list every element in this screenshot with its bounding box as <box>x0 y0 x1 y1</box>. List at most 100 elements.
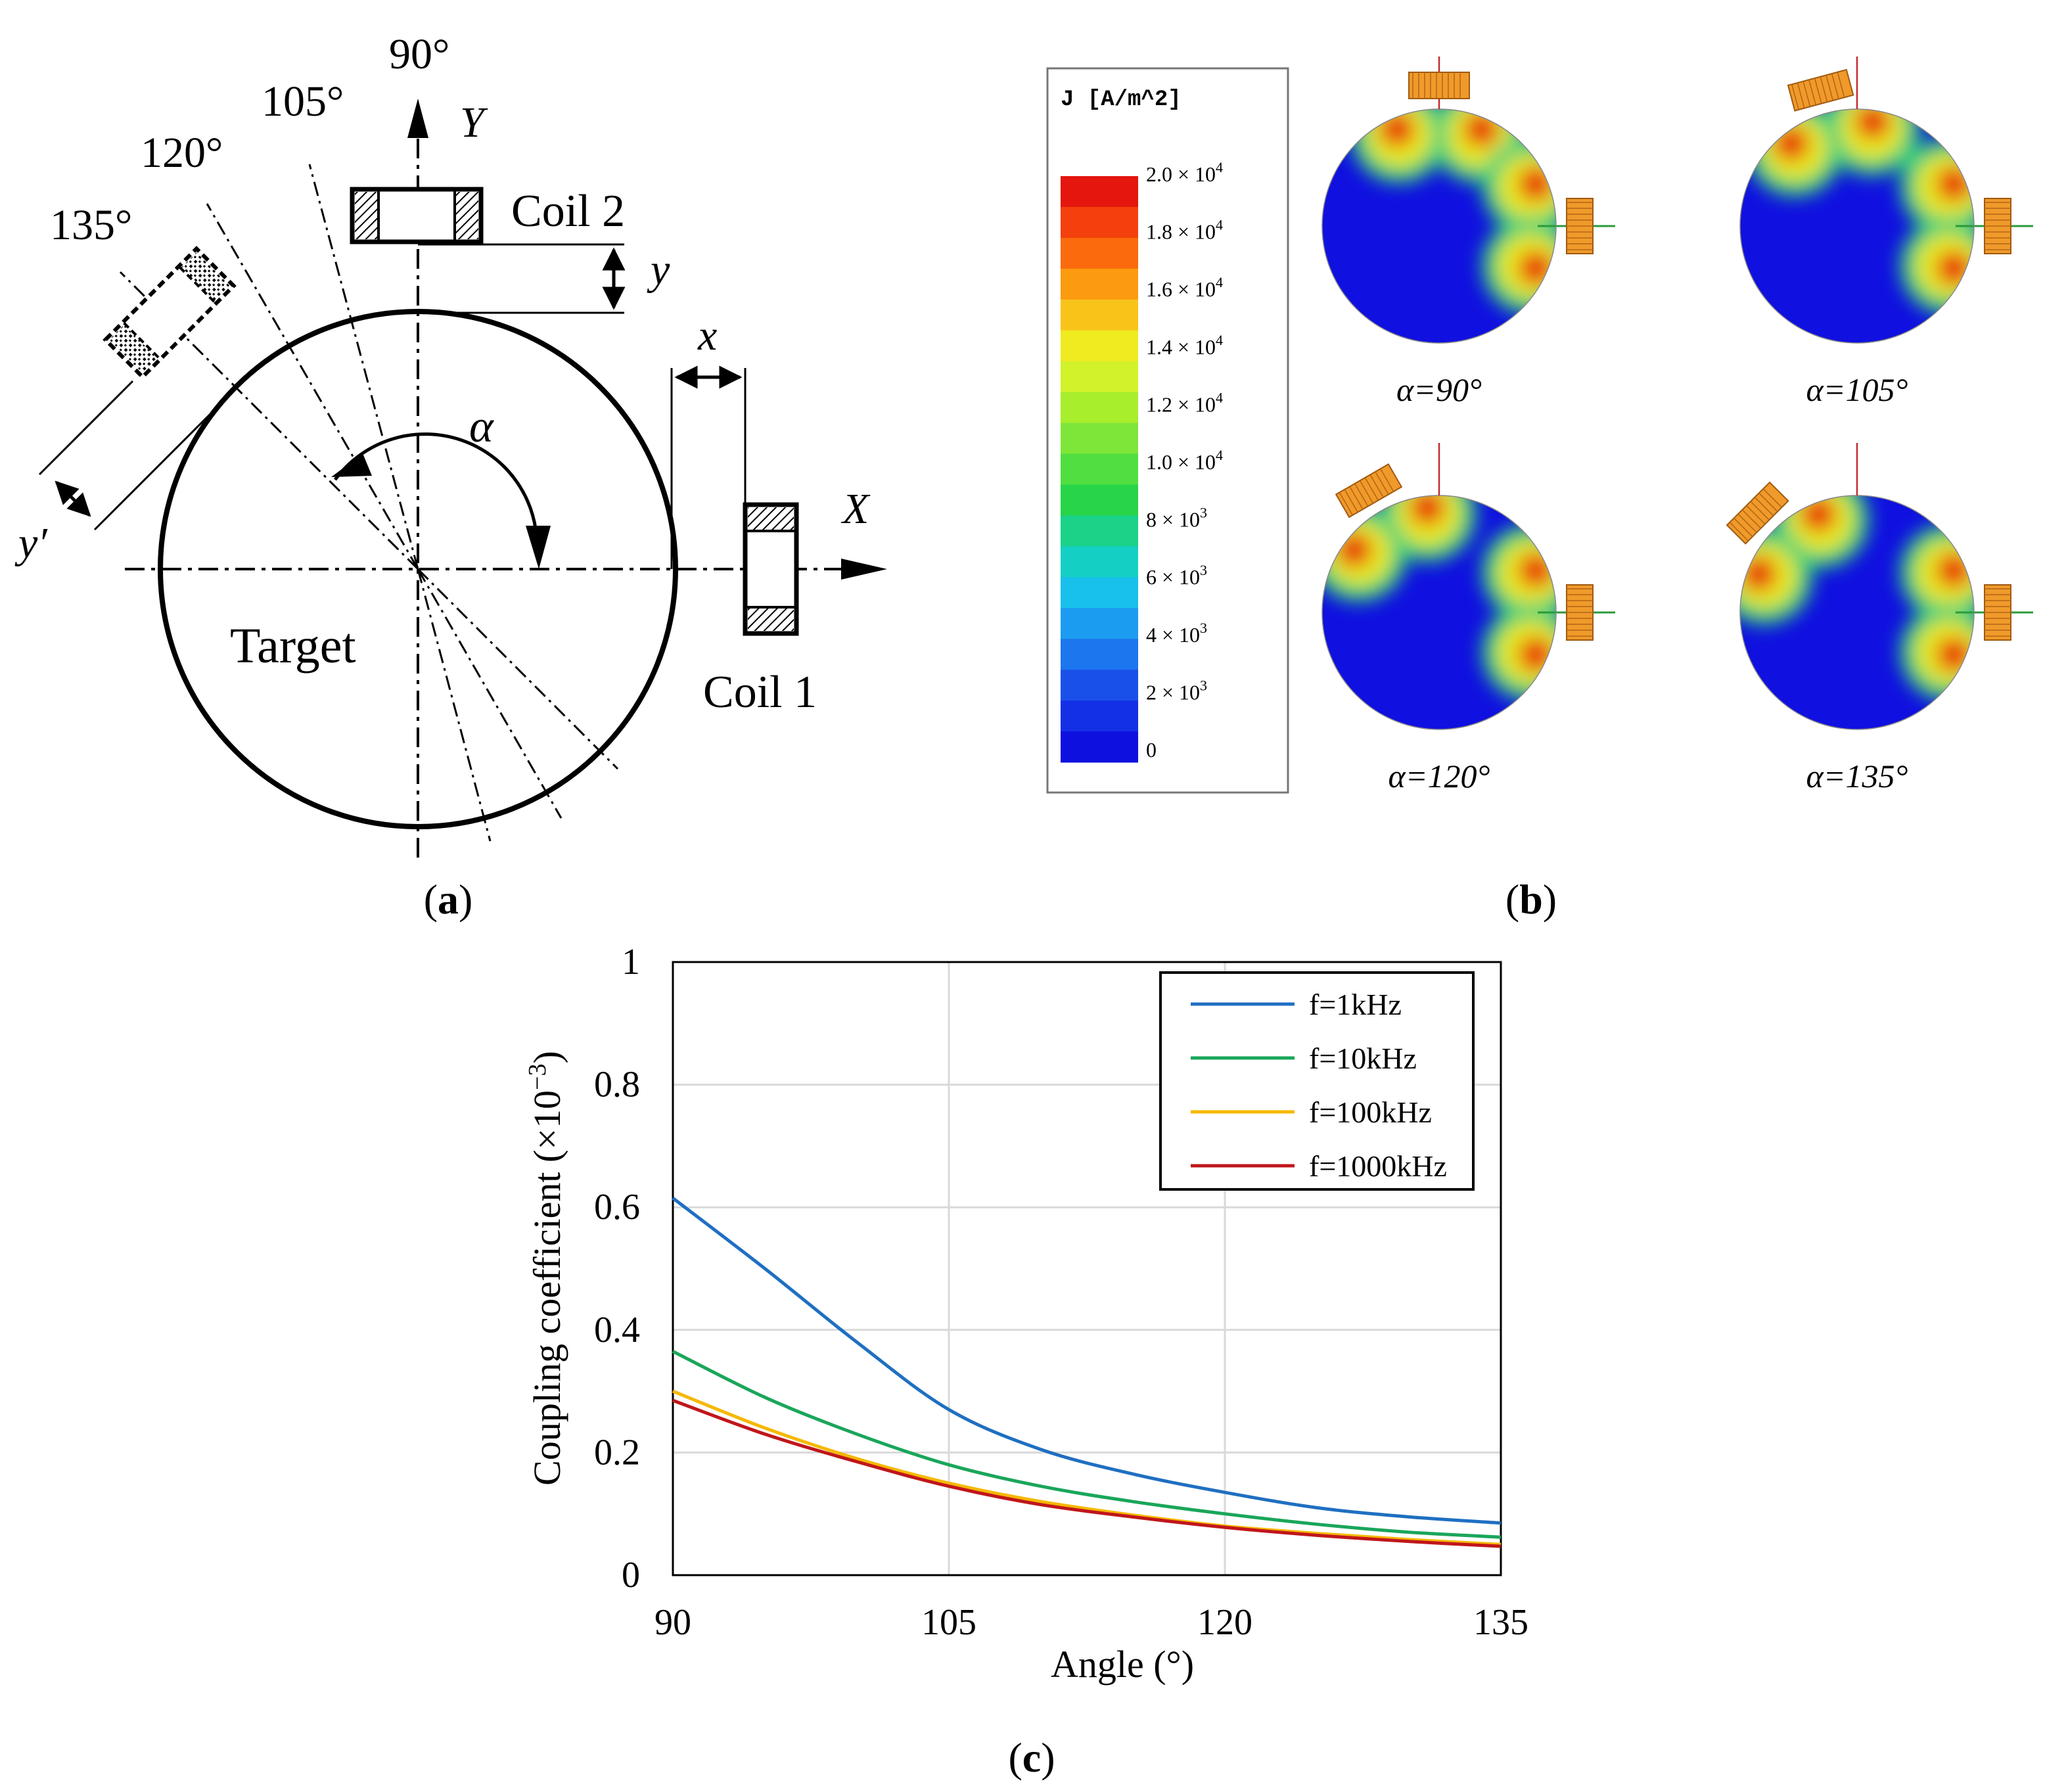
coil1-label: Coil 1 <box>703 667 817 718</box>
sim-coil1 <box>1984 584 2011 641</box>
target-label: Target <box>230 618 356 674</box>
colorbar-band <box>1061 268 1138 300</box>
panel-c-caption: (c) <box>1008 1734 1055 1781</box>
plot-frame <box>672 961 1502 1576</box>
series-line-f=10kHz <box>672 1350 1502 1539</box>
colorbar-band <box>1061 237 1138 269</box>
scale-label: 2 × 103 <box>1146 677 1207 704</box>
coil1-shape <box>743 502 799 636</box>
x-axis-label: X <box>840 485 871 533</box>
y-axis-title: Coupling coefficient (×10−3) <box>524 1051 568 1486</box>
target-circle <box>158 309 678 829</box>
scale-label: 1.0 × 104 <box>1146 447 1223 474</box>
sim-alpha-135 <box>1726 443 2033 730</box>
scale-label: 1.4 × 104 <box>1146 332 1223 359</box>
y-tick-label: 1 <box>622 942 640 982</box>
y-axis-arrowhead <box>407 99 428 138</box>
x-tick-label: 105 <box>921 1602 976 1643</box>
colorbar-band <box>1061 639 1138 670</box>
colorbar-band <box>1061 546 1138 578</box>
sim-coil1 <box>1566 584 1594 641</box>
chart-lines <box>672 1197 1502 1548</box>
colorbar-band <box>1061 361 1138 393</box>
series-line-f=100kHz <box>672 1389 1502 1546</box>
legend-label: f=1kHz <box>1309 988 1402 1021</box>
sim-coil2 <box>1787 68 1854 112</box>
scale-label: 0 <box>1146 738 1157 762</box>
svg-text:(a): (a) <box>424 876 473 923</box>
scale-label: 1.8 × 104 <box>1146 217 1223 244</box>
panel-a: 90° 105° 120° 135° Y X Coil 2 Coil 1 Tar… <box>14 30 887 923</box>
colorbar-band <box>1061 608 1138 639</box>
chart-legend: f=1kHz f=10kHz f=100kHz f=1000kHz <box>1159 971 1475 1191</box>
colorbar <box>1061 176 1138 763</box>
angle-120-label: 120° <box>141 129 223 177</box>
line-120-lower <box>417 568 562 819</box>
colorbar-band <box>1061 330 1138 362</box>
chart-ticks: 90 105 120 135 0 0.2 0.4 0.6 0.8 1 <box>594 942 1528 1643</box>
scale-label: 6 × 103 <box>1146 562 1207 589</box>
panel-b: J [A/m^2] 2.0 × 104 1.8 × 104 1.6 × 104 1.4… <box>1046 57 2033 923</box>
x-axis-arrowhead <box>841 559 887 580</box>
colorbar-band <box>1061 731 1138 763</box>
sim-coil2 <box>1726 481 1789 545</box>
legend-label: f=1000kHz <box>1309 1149 1447 1183</box>
series-line-f=1kHz <box>672 1197 1502 1525</box>
panel-b-caption: (b) <box>1505 876 1557 923</box>
sim-label: α=120° <box>1389 758 1490 794</box>
dim-y-prime-label: y′ <box>14 519 48 567</box>
svg-text:(b): (b) <box>1505 876 1557 923</box>
alpha-arc <box>333 432 539 549</box>
x-tick-label: 135 <box>1473 1602 1528 1643</box>
angle-105-label: 105° <box>262 78 344 126</box>
legend-label: f=100kHz <box>1309 1095 1432 1129</box>
sim-alpha-105 <box>1739 57 2033 344</box>
svg-text:(c): (c) <box>1008 1734 1055 1781</box>
coil-135-dashed <box>103 246 237 380</box>
colorbar-band <box>1061 453 1138 485</box>
x-tick-label: 90 <box>654 1602 691 1643</box>
alpha-arrow-end <box>526 526 551 569</box>
panel-a-caption: (a) <box>424 876 473 923</box>
colorbar-band <box>1061 392 1138 424</box>
sim-coil2 <box>1408 72 1470 99</box>
panel-c: 90 105 120 135 0 0.2 0.4 0.6 0.8 1 Angle (°) Coup… <box>524 942 1528 1781</box>
y-tick-label: 0.6 <box>594 1187 640 1228</box>
scale-label: 2.0 × 104 <box>1146 159 1223 186</box>
angle-90-label: 90° <box>389 30 449 78</box>
line-120 <box>206 203 419 570</box>
sim-label: α=105° <box>1806 371 1908 408</box>
scale-label: 8 × 103 <box>1146 505 1207 532</box>
x-axis-title: Angle (°) <box>1051 1643 1194 1686</box>
scale-labels: 2.0 × 104 1.8 × 104 1.6 × 104 1.4 × 104 1.2 … <box>1146 159 1223 762</box>
sim-coil1 <box>1984 198 2011 254</box>
coil2-label: Coil 2 <box>511 186 625 237</box>
colorbar-band <box>1061 299 1138 331</box>
series-line-f=1000kHz <box>672 1398 1502 1548</box>
scale-label: 1.6 × 104 <box>1146 274 1223 301</box>
scale-label: 1.2 × 104 <box>1146 389 1223 416</box>
simulation-grid: α=90° α=105° α=120° α=135° <box>1321 57 2033 794</box>
colorbar-band <box>1061 206 1138 239</box>
colorbar-band <box>1061 701 1138 732</box>
sim-coil1 <box>1566 198 1594 254</box>
y-axis-label: Y <box>460 99 488 147</box>
angle-135-label: 135° <box>50 201 132 249</box>
dim-x-label: x <box>697 311 717 359</box>
alpha-label: α <box>469 402 494 452</box>
colorbar-band <box>1061 484 1138 516</box>
line-135-lower <box>417 568 619 770</box>
y-tick-label: 0 <box>622 1555 640 1596</box>
sim-label: α=90° <box>1396 371 1482 408</box>
sim-label: α=135° <box>1806 758 1908 794</box>
colorbar-band <box>1061 577 1138 609</box>
line-105-lower <box>417 568 492 842</box>
legend-label: f=10kHz <box>1309 1042 1417 1075</box>
colorbar-band <box>1061 515 1138 547</box>
legend-title: J [A/m^2] <box>1061 87 1182 112</box>
x-tick-label: 120 <box>1197 1602 1252 1643</box>
y-tick-label: 0.2 <box>594 1432 640 1473</box>
coil2-shape <box>350 187 484 244</box>
scale-label: 4 × 103 <box>1146 620 1207 647</box>
